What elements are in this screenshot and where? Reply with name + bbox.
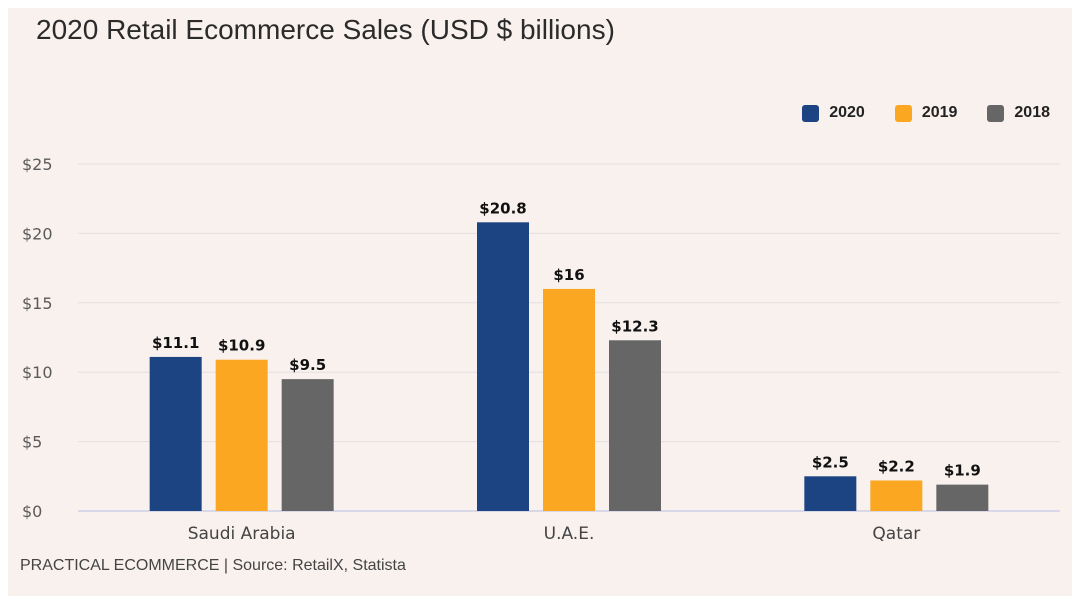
data-label: $16: [553, 266, 584, 284]
y-tick-label: $5: [22, 433, 42, 452]
data-label: $20.8: [479, 199, 526, 217]
x-category-label: Saudi Arabia: [188, 524, 296, 544]
legend-label-2018: 2018: [1014, 104, 1050, 121]
x-category-label: U.A.E.: [544, 524, 595, 544]
bar-2019-saudi-arabia: [215, 359, 268, 511]
data-label: $2.2: [878, 457, 915, 475]
bar-2018-u-a-e-: [609, 340, 661, 511]
legend-label-2019: 2019: [921, 104, 958, 121]
legend-item-2020: 2020: [802, 104, 865, 122]
bar-2019-u-a-e-: [543, 288, 595, 511]
legend-swatch-2019: [894, 104, 912, 122]
bar-2020-saudi-arabia: [149, 356, 202, 511]
y-tick-label: $25: [22, 155, 53, 174]
source-footer: PRACTICAL ECOMMERCE | Source: RetailX, S…: [20, 557, 406, 574]
bar-2020-qatar: [804, 476, 857, 511]
legend-swatch-2020: [802, 104, 820, 122]
bar-2018-saudi-arabia: [281, 379, 334, 511]
data-label: $11.1: [152, 334, 199, 352]
y-tick-label: $20: [22, 224, 53, 243]
legend-swatch-2018: [987, 104, 1005, 122]
data-label: $2.5: [812, 453, 849, 471]
chart-title: 2020 Retail Ecommerce Sales (USD $ billi…: [36, 14, 615, 45]
x-category-label: Qatar: [872, 524, 920, 544]
bar-2018-qatar: [936, 484, 989, 511]
bar-2020-u-a-e-: [477, 222, 529, 511]
y-tick-label: $15: [22, 294, 53, 313]
bar-2019-qatar: [870, 480, 923, 511]
y-tick-label: $10: [22, 363, 53, 382]
legend-item-2019: 2019: [894, 104, 958, 122]
y-tick-label: $0: [22, 502, 42, 521]
legend: 2020 2019 2018: [802, 104, 1050, 122]
legend-item-2018: 2018: [987, 104, 1050, 122]
data-label: $12.3: [611, 317, 658, 335]
data-label: $9.5: [289, 356, 326, 374]
data-label: $10.9: [218, 337, 265, 355]
legend-label-2020: 2020: [829, 104, 865, 121]
data-label: $1.9: [944, 462, 981, 480]
